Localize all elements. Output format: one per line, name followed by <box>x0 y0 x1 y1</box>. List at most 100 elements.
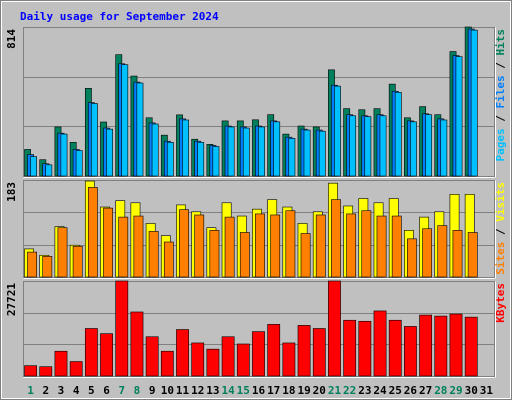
x-tick-label: 12 <box>191 384 204 397</box>
y-tick-label: 27721 <box>5 283 18 316</box>
bar <box>106 128 113 177</box>
bar <box>349 115 357 177</box>
bar <box>27 251 37 278</box>
bar <box>75 150 83 177</box>
x-tick-label: 4 <box>73 384 80 397</box>
bar <box>30 156 37 177</box>
bar <box>288 137 296 177</box>
bar <box>410 121 417 177</box>
x-tick-label: 14 <box>221 384 235 397</box>
bar <box>160 350 174 377</box>
bar <box>84 328 98 377</box>
legend-label: Files <box>494 75 507 108</box>
bar <box>133 215 144 278</box>
legend: Pages / Files / Hits <box>494 29 507 162</box>
x-tick-label: 27 <box>419 384 432 397</box>
x-tick-label: 25 <box>389 384 402 397</box>
bar <box>242 127 250 177</box>
bar <box>130 311 144 377</box>
bar <box>270 214 281 278</box>
bar <box>136 82 144 177</box>
x-tick-label: 13 <box>206 384 219 397</box>
bar <box>176 329 189 377</box>
bar <box>179 209 189 278</box>
bar <box>343 319 357 377</box>
bar <box>206 348 220 377</box>
y-tick-label: 814 <box>5 29 18 49</box>
bar <box>425 114 433 177</box>
x-tick-label: 16 <box>252 384 266 397</box>
bar <box>258 126 265 177</box>
bar <box>209 230 220 278</box>
bar <box>115 280 129 377</box>
bar <box>60 133 68 177</box>
bar <box>303 129 311 177</box>
bar <box>455 56 463 177</box>
x-tick-label: 30 <box>465 384 478 397</box>
bar <box>361 210 372 278</box>
bar <box>437 225 448 278</box>
bar <box>373 310 387 377</box>
bar <box>57 227 68 278</box>
bar <box>163 241 174 278</box>
x-tick-label: 9 <box>149 384 156 397</box>
legend-separator: / <box>494 109 507 129</box>
bar <box>407 238 417 278</box>
bar <box>331 199 341 278</box>
x-tick-label: 10 <box>161 384 174 397</box>
bar <box>449 313 463 377</box>
y-tick-label: 183 <box>5 182 18 202</box>
x-tick-label: 7 <box>118 384 125 397</box>
bar <box>227 126 235 177</box>
x-tick-label: 19 <box>297 384 310 397</box>
bar <box>121 64 129 177</box>
bar <box>285 210 296 278</box>
legend-separator: / <box>494 56 507 76</box>
bar <box>364 116 372 177</box>
bar <box>422 228 433 278</box>
bar <box>100 333 113 377</box>
x-tick-label: 20 <box>313 384 326 397</box>
bar <box>212 146 220 177</box>
bar <box>239 232 250 278</box>
bar <box>328 280 341 377</box>
legend-label: KBytes <box>494 283 507 323</box>
bar <box>334 85 341 177</box>
x-tick-label: 21 <box>328 384 342 397</box>
bar <box>252 331 265 377</box>
bar <box>273 121 281 177</box>
legend-label: Pages <box>494 128 507 161</box>
bar <box>434 315 448 377</box>
x-tick-label: 2 <box>42 384 49 397</box>
bar <box>148 231 159 278</box>
bar <box>72 245 83 278</box>
legend-label: Sites <box>494 242 507 275</box>
bar <box>379 115 387 177</box>
bar <box>394 92 402 177</box>
legend-label: Hits <box>494 29 507 56</box>
x-tick-label: 17 <box>267 384 280 397</box>
bar <box>151 123 159 177</box>
bar <box>346 213 357 278</box>
bar <box>358 320 372 377</box>
bar <box>191 342 205 377</box>
x-tick-label: 18 <box>282 384 295 397</box>
bar <box>224 216 235 278</box>
bar <box>297 325 311 377</box>
bar <box>312 328 326 377</box>
x-tick-label: 15 <box>237 384 250 397</box>
bar <box>282 342 296 377</box>
bar <box>24 365 37 377</box>
bar <box>440 119 448 177</box>
bar <box>194 214 205 278</box>
legend-label: Visits <box>494 182 507 222</box>
bar <box>464 316 478 377</box>
x-tick-label: 22 <box>343 384 356 397</box>
bar <box>236 343 250 377</box>
x-tick-label: 26 <box>404 384 418 397</box>
x-tick-label: 24 <box>373 384 387 397</box>
bar <box>103 207 113 278</box>
bar <box>221 336 235 377</box>
x-tick-label: 3 <box>58 384 65 397</box>
bar <box>145 336 159 377</box>
